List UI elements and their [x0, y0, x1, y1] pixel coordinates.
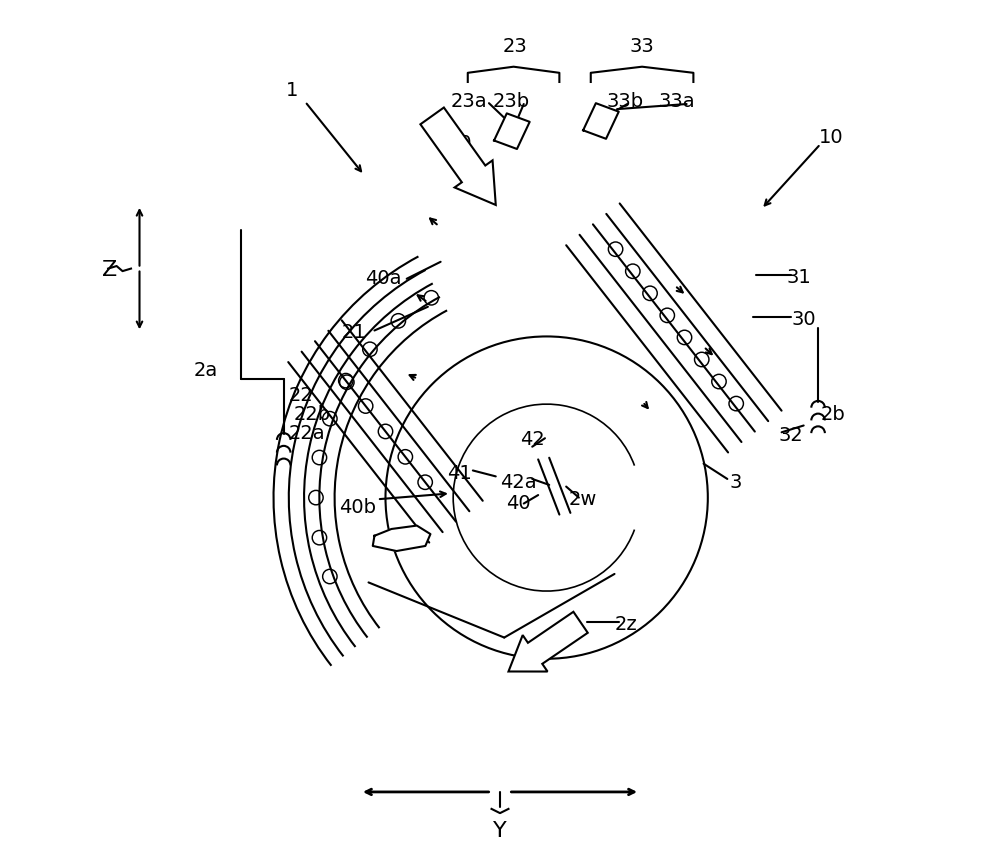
Text: 41: 41 — [447, 465, 472, 483]
Text: 20: 20 — [448, 134, 472, 152]
Text: 33b: 33b — [607, 92, 644, 111]
Text: 22b: 22b — [293, 405, 330, 424]
Text: 2b: 2b — [820, 405, 845, 424]
Polygon shape — [494, 113, 530, 149]
Text: 40: 40 — [506, 494, 531, 513]
Text: 33: 33 — [629, 37, 654, 56]
Text: 42a: 42a — [500, 473, 537, 492]
Text: Z: Z — [102, 260, 117, 280]
Text: 23: 23 — [503, 37, 528, 56]
FancyArrow shape — [420, 107, 496, 205]
Text: 3: 3 — [730, 473, 742, 492]
Text: 42: 42 — [520, 431, 545, 449]
Text: 21: 21 — [342, 323, 366, 342]
Text: 2z: 2z — [614, 615, 637, 634]
Text: 10: 10 — [818, 128, 843, 146]
FancyArrow shape — [508, 612, 588, 671]
Text: 30: 30 — [791, 310, 816, 329]
Text: 40b: 40b — [339, 499, 376, 517]
Text: Y: Y — [493, 821, 507, 841]
Text: 1: 1 — [286, 81, 298, 100]
Text: 2a: 2a — [194, 361, 218, 380]
Text: 32: 32 — [779, 426, 803, 445]
Text: 31: 31 — [786, 267, 811, 287]
Text: 33a: 33a — [658, 92, 695, 111]
Text: 22: 22 — [288, 386, 313, 405]
Text: 23b: 23b — [492, 92, 530, 111]
Text: 40a: 40a — [366, 269, 402, 288]
Text: 22a: 22a — [288, 424, 325, 443]
Text: 23a: 23a — [450, 92, 487, 111]
Polygon shape — [583, 103, 619, 139]
Text: 2w: 2w — [569, 490, 597, 509]
Polygon shape — [373, 526, 430, 551]
